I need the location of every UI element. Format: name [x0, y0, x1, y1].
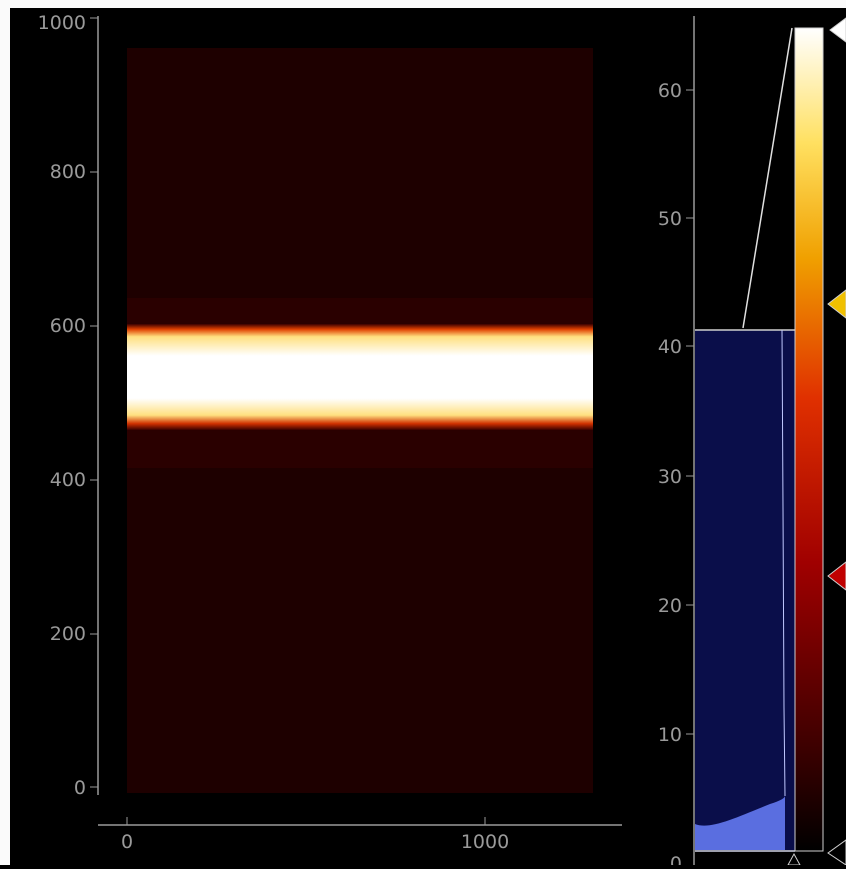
image-view-panel: 1000 800 600 400 200 0 0 1000 60 50 4: [10, 8, 846, 869]
window-frame-top: [0, 0, 846, 8]
histogram-line: [781, 329, 786, 797]
image-plot[interactable]: [127, 48, 593, 793]
y-axis-left: 1000 800 600 400 200 0: [38, 12, 99, 799]
y-tick-600: 600: [50, 315, 86, 337]
hist-tick-50: 50: [658, 208, 682, 230]
black-marker[interactable]: [827, 839, 846, 866]
gradient-editor[interactable]: [787, 17, 846, 866]
y-tick-400: 400: [50, 469, 86, 491]
histogram-plot[interactable]: 60 50 40 30 20 10 0: [658, 16, 795, 869]
y-tick-0: 0: [74, 777, 86, 799]
hist-tick-40: 40: [658, 336, 682, 358]
link-line: [742, 27, 793, 329]
y-tick-200: 200: [50, 623, 86, 645]
lut-gradient-bar[interactable]: [794, 27, 824, 852]
yellow-marker[interactable]: [827, 289, 846, 319]
histogram-curve: [695, 796, 785, 850]
hist-tick-20: 20: [658, 595, 682, 617]
window-frame-left: [0, 0, 10, 865]
x-tick-1000: 1000: [461, 831, 509, 853]
y-tick-1000: 1000: [38, 12, 86, 34]
hist-tick-60: 60: [658, 80, 682, 102]
level-handle-icon[interactable]: [787, 852, 801, 866]
x-axis-bottom: 0 1000: [98, 817, 622, 853]
hist-tick-10: 10: [658, 724, 682, 746]
hist-tick-30: 30: [658, 466, 682, 488]
level-region[interactable]: [695, 330, 795, 852]
white-marker[interactable]: [829, 17, 846, 43]
x-tick-0: 0: [121, 831, 133, 853]
viewer-canvas[interactable]: 1000 800 600 400 200 0 0 1000 60 50 4: [10, 8, 846, 869]
y-tick-800: 800: [50, 161, 86, 183]
red-marker[interactable]: [827, 561, 846, 591]
hist-tick-0: 0: [670, 853, 682, 865]
hist-y-axis: 60 50 40 30 20 10 0: [658, 80, 694, 869]
bright-band: [127, 324, 593, 430]
